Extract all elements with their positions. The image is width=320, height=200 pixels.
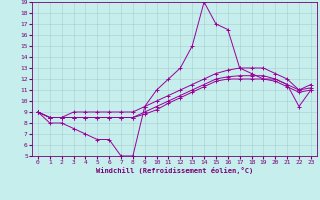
X-axis label: Windchill (Refroidissement éolien,°C): Windchill (Refroidissement éolien,°C) (96, 167, 253, 174)
